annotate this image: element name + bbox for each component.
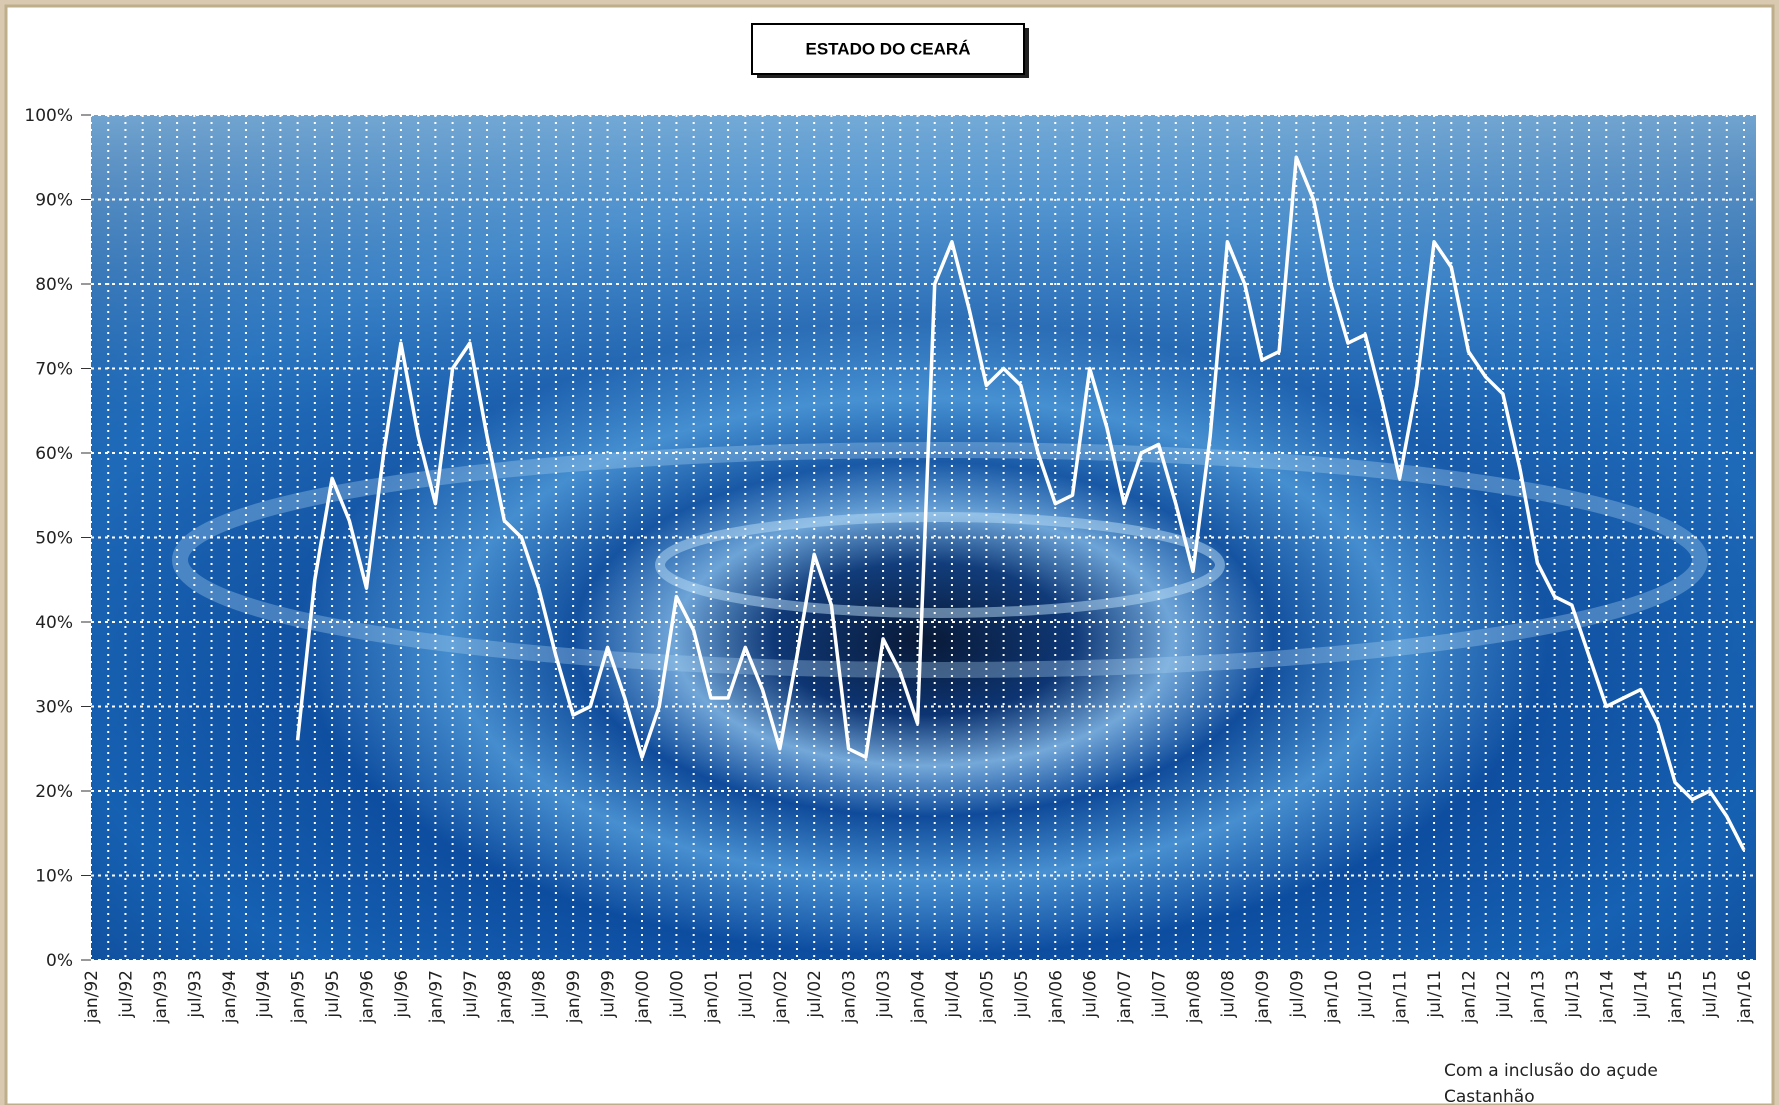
x-tick-label: jan/93 [151,970,171,1024]
x-tick-label: jan/06 [1046,970,1066,1024]
x-tick-label: jul/07 [1150,970,1170,1019]
x-tick-label: jul/10 [1356,970,1376,1019]
x-tick-label: jan/97 [426,970,446,1024]
y-tick-label: 80% [35,275,73,295]
y-tick-label: 30% [35,698,73,718]
x-tick-label: jan/02 [771,970,791,1024]
y-tick-label: 40% [35,613,73,633]
x-tick-label: jul/14 [1632,970,1652,1019]
x-tick-label: jan/10 [1322,970,1342,1024]
x-tick-label: jan/13 [1528,970,1548,1024]
x-tick-label: jan/00 [633,970,653,1024]
x-tick-label: jul/11 [1425,970,1445,1019]
x-tick-label: jul/12 [1494,970,1514,1019]
x-tick-label: jul/94 [254,970,274,1019]
x-tick-label: jan/12 [1460,970,1480,1024]
y-tick-label: 20% [35,782,73,802]
x-tick-label: jan/16 [1735,970,1755,1024]
x-tick-label: jan/14 [1597,970,1617,1024]
x-tick-label: jul/99 [599,970,619,1019]
x-tick-label: jul/08 [1218,970,1238,1019]
y-tick-label: 100% [24,106,73,126]
x-tick-label: jan/03 [840,970,860,1024]
x-tick-label: jul/05 [1012,970,1032,1019]
x-tick-label: jul/02 [805,970,825,1019]
x-tick-label: jul/95 [323,970,343,1019]
y-tick-label: 70% [35,360,73,380]
y-tick-label: 10% [35,867,73,887]
x-tick-label: jan/95 [289,970,309,1024]
x-tick-label: jan/96 [358,970,378,1024]
x-tick-label: jul/97 [461,970,481,1019]
x-tick-label: jul/15 [1701,970,1721,1019]
page: ESTADO DO CEARÁ Com a inclusão do açude … [0,0,1779,1105]
x-tick-label: jan/98 [495,970,515,1024]
x-tick-label: jan/11 [1391,970,1411,1024]
x-tick-label: jul/13 [1563,970,1583,1019]
x-tick-label: jul/04 [943,970,963,1019]
x-tick-label: jan/04 [909,970,929,1024]
x-tick-label: jan/01 [702,970,722,1024]
x-tick-label: jan/07 [1115,970,1135,1024]
x-tick-label: jan/08 [1184,970,1204,1024]
x-tick-label: jul/01 [736,970,756,1019]
y-tick-label: 60% [35,444,73,464]
y-tick-label: 50% [35,529,73,549]
x-tick-label: jul/96 [392,970,412,1019]
x-tick-label: jan/99 [564,970,584,1024]
x-tick-label: jan/09 [1253,970,1273,1024]
x-tick-label: jul/00 [667,970,687,1019]
x-tick-label: jul/92 [116,970,136,1019]
x-tick-label: jan/92 [82,970,102,1024]
x-tick-label: jul/93 [185,970,205,1019]
x-tick-label: jan/94 [220,970,240,1024]
annotation: Castanhão [1444,1087,1535,1105]
y-tick-label: 90% [35,191,73,211]
x-tick-label: jan/05 [977,970,997,1024]
x-tick-label: jul/09 [1287,970,1307,1019]
x-tick-label: jul/98 [530,970,550,1019]
y-tick-label: 0% [46,951,73,971]
x-tick-label: jan/15 [1666,970,1686,1024]
chart-title: ESTADO DO CEARÁ [806,39,971,58]
chart: ESTADO DO CEARÁ Com a inclusão do açude … [0,0,1779,1105]
x-tick-label: jul/06 [1081,970,1101,1019]
annotation: Com a inclusão do açude [1444,1061,1658,1081]
x-tick-label: jul/03 [874,970,894,1019]
